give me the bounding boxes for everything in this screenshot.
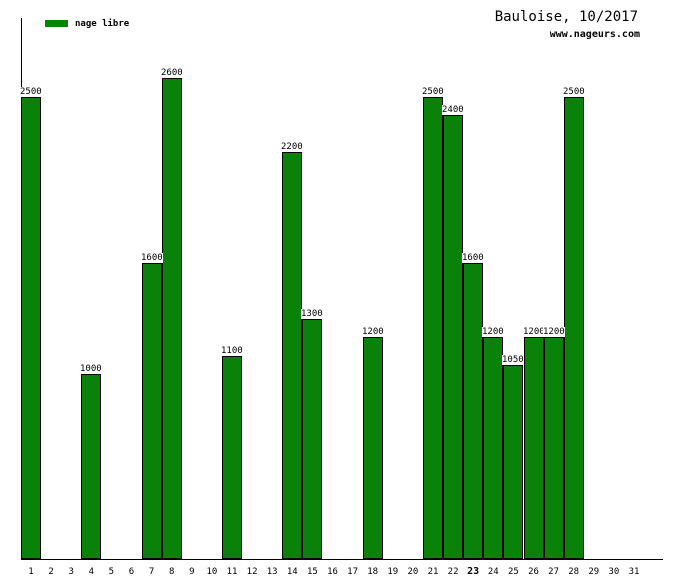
- bar-value-label-day-11: 1100: [221, 346, 243, 356]
- day-tick-label-26: 26: [528, 567, 539, 577]
- day-tick-label-21: 21: [427, 567, 439, 577]
- day-tick-label-28: 28: [568, 567, 580, 577]
- day-tick-label-25: 25: [507, 567, 519, 577]
- bar-day-24: [483, 337, 503, 559]
- bar-value-label-day-7: 1600: [141, 253, 163, 263]
- day-tick-label-22: 22: [447, 567, 459, 577]
- site-caption: www.nageurs.com: [549, 29, 640, 40]
- day-tick-label-20: 20: [407, 567, 419, 577]
- bar-value-label-day-25: 1050: [502, 355, 524, 365]
- bar-day-11: [222, 356, 242, 559]
- day-tick-label-14: 14: [286, 567, 298, 577]
- day-tick-label-11: 11: [226, 567, 238, 577]
- bar-value-label-day-1: 2500: [20, 87, 42, 97]
- bar-value-label-day-28: 2500: [563, 87, 585, 97]
- day-tick-label-31: 31: [628, 567, 640, 577]
- day-tick-label-16: 16: [327, 567, 338, 577]
- bar-day-7: [142, 263, 162, 559]
- day-tick-label-30: 30: [608, 567, 620, 577]
- day-tick-label-19: 19: [387, 567, 399, 577]
- day-tick-label-18: 18: [367, 567, 379, 577]
- bar-day-15: [302, 319, 322, 559]
- day-tick-label-15: 15: [306, 567, 318, 577]
- bar-value-label-day-21: 2500: [422, 87, 444, 97]
- bar-day-22: [443, 115, 463, 559]
- legend-swatch: [45, 20, 68, 27]
- bar-day-21: [423, 97, 443, 559]
- bar-value-label-day-18: 1200: [362, 327, 384, 337]
- x-axis-line: [21, 559, 663, 560]
- day-tick-label-3: 3: [68, 567, 74, 577]
- bar-day-26: [524, 337, 544, 559]
- day-tick-label-29: 29: [588, 567, 600, 577]
- day-tick-label-1: 1: [28, 567, 34, 577]
- bar-day-8: [162, 78, 182, 559]
- day-tick-label-7: 7: [148, 567, 155, 577]
- chart-title: Bauloise, 10/2017: [494, 9, 638, 25]
- bar-day-27: [544, 337, 564, 559]
- bar-value-label-day-22: 2400: [442, 105, 464, 115]
- day-tick-label-10: 10: [206, 567, 218, 577]
- day-tick-label-9: 9: [189, 567, 195, 577]
- bar-value-label-day-26: 1200: [523, 327, 545, 337]
- day-tick-label-6: 6: [128, 567, 135, 577]
- bar-value-label-day-14: 2200: [281, 142, 303, 152]
- bar-value-label-day-4: 1000: [80, 364, 102, 374]
- day-tick-label-8: 8: [168, 567, 175, 577]
- bar-value-label-day-27: 1200: [543, 327, 565, 337]
- day-tick-label-2: 2: [48, 567, 54, 577]
- day-tick-label-24: 24: [487, 567, 499, 577]
- day-tick-label-27: 27: [548, 567, 560, 577]
- day-tick-label-13: 13: [266, 567, 278, 577]
- bar-value-label-day-15: 1300: [301, 309, 323, 319]
- day-tick-label-17: 17: [347, 567, 359, 577]
- bar-value-label-day-23: 1600: [462, 253, 484, 263]
- bar-day-1: [21, 97, 41, 559]
- bar-value-label-day-8: 2600: [161, 68, 183, 78]
- bar-day-18: [363, 337, 383, 559]
- bar-day-28: [564, 97, 584, 559]
- bar-day-23: [463, 263, 483, 559]
- day-tick-label-5: 5: [108, 567, 115, 577]
- day-tick-label-23: 23: [467, 566, 480, 577]
- bar-day-4: [81, 374, 101, 559]
- bar-day-14: [282, 152, 302, 559]
- day-tick-label-12: 12: [246, 567, 258, 577]
- bar-value-label-day-24: 1200: [482, 327, 504, 337]
- bar-day-25: [503, 365, 523, 559]
- day-tick-label-4: 4: [88, 567, 95, 577]
- legend-label: nage libre: [75, 19, 130, 29]
